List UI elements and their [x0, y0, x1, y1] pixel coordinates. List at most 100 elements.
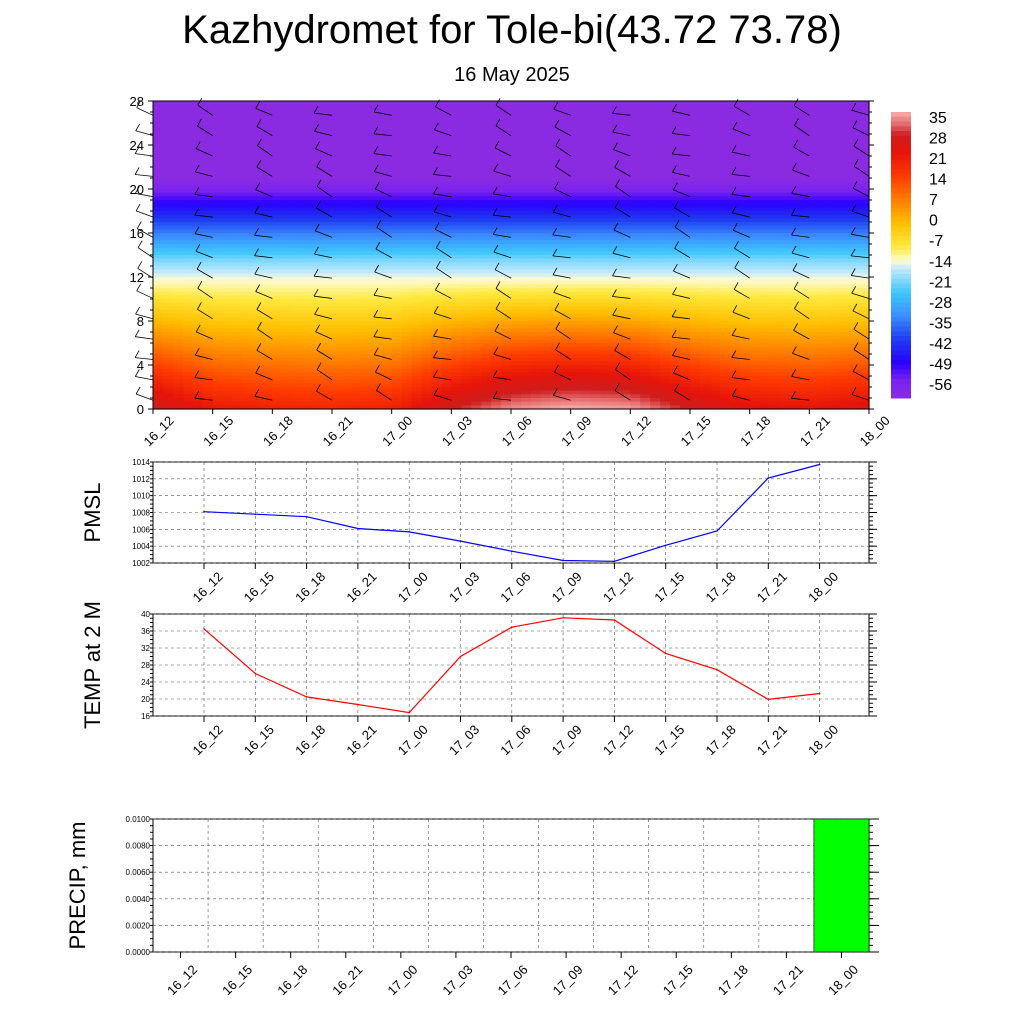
heat-cell — [222, 222, 234, 227]
heat-cell — [212, 317, 224, 322]
heat-cell — [660, 339, 671, 344]
heat-cell — [162, 258, 174, 263]
heat-cell — [471, 192, 482, 197]
heat-cell — [431, 354, 442, 359]
heat-cell — [292, 152, 303, 157]
heat-cell — [650, 387, 661, 392]
heat-cell — [699, 277, 711, 282]
heat-cell — [560, 170, 572, 175]
heat-cell — [212, 313, 224, 318]
heat-cell — [709, 262, 721, 267]
heat-cell — [202, 119, 214, 124]
heat-cell — [351, 126, 363, 131]
heat-cell — [441, 222, 452, 227]
heat-cell — [172, 291, 184, 296]
heat-cell — [580, 306, 592, 311]
heat-cell — [670, 174, 681, 179]
heat-cell — [620, 266, 631, 271]
heat-cell — [371, 181, 383, 186]
heat-cell — [560, 346, 572, 351]
heat-cell — [580, 152, 592, 157]
heat-cell — [371, 178, 383, 183]
heat-cell — [650, 339, 661, 344]
heat-cell — [262, 229, 273, 234]
heat-cell — [690, 361, 701, 366]
heat-cell — [351, 350, 363, 355]
heat-cell — [530, 324, 542, 329]
heat-cell — [680, 390, 691, 395]
heat-cell — [461, 321, 472, 326]
heat-cell — [580, 324, 592, 329]
heat-cell — [560, 405, 572, 410]
heat-cell — [172, 405, 184, 410]
heat-cell — [471, 321, 482, 326]
heat-cell — [252, 178, 263, 183]
heat-cell — [232, 192, 244, 197]
heat-cell — [709, 145, 721, 150]
heat-cell — [411, 368, 423, 373]
heat-cell — [520, 137, 532, 142]
heat-cell — [719, 357, 731, 362]
heat-cell — [421, 159, 433, 164]
heat-cell — [282, 372, 293, 377]
heat-cell — [451, 376, 462, 381]
heat-cell — [441, 101, 452, 106]
heat-cell — [212, 229, 224, 234]
heat-cell — [312, 328, 323, 333]
heat-cell — [302, 163, 313, 168]
heat-cell — [431, 288, 442, 293]
heat-cell — [322, 361, 333, 366]
heat-cell — [232, 229, 244, 234]
heat-cell — [341, 181, 353, 186]
heat-cell — [520, 335, 532, 340]
heat-cell — [381, 269, 393, 274]
heat-cell — [272, 306, 283, 311]
heat-cell — [341, 101, 353, 106]
heat-cell — [471, 170, 482, 175]
heat-cell — [172, 108, 184, 113]
heat-cell — [441, 130, 452, 135]
heat-cell — [600, 361, 612, 366]
heat-cell — [520, 170, 532, 175]
heat-cell — [590, 126, 602, 131]
heat-cell — [501, 141, 512, 146]
heat-cell — [232, 310, 244, 315]
heat-cell — [262, 156, 273, 161]
heat-cell — [401, 229, 413, 234]
heat-cell — [481, 387, 492, 392]
heat-cell — [471, 240, 482, 245]
heat-cell — [252, 313, 263, 318]
heat-cell — [520, 112, 532, 117]
heat-cell — [282, 178, 293, 183]
heat-cell — [520, 167, 532, 172]
heat-cell — [719, 222, 731, 227]
heat-cell — [282, 134, 293, 139]
heat-cell — [292, 405, 303, 410]
heat-cell — [421, 277, 433, 282]
heat-cell — [699, 152, 711, 157]
heat-cell — [739, 196, 751, 201]
heat-cell — [640, 200, 651, 205]
heat-cell — [610, 233, 621, 238]
heat-cell — [242, 134, 254, 139]
heat-cell — [411, 211, 423, 216]
heat-cell — [182, 101, 194, 106]
heat-cell — [540, 387, 552, 392]
heat-cell — [172, 174, 184, 179]
heat-cell — [630, 357, 641, 362]
heat-cell — [699, 119, 711, 124]
heat-cell — [302, 398, 313, 403]
heat-cell — [739, 108, 751, 113]
heat-cell — [212, 236, 224, 241]
heat-cell — [341, 390, 353, 395]
heat-cell — [322, 383, 333, 388]
heat-cell — [411, 134, 423, 139]
heat-cell — [520, 343, 532, 348]
heat-cell — [620, 383, 631, 388]
heat-cell — [719, 225, 731, 230]
heat-cell — [680, 310, 691, 315]
heat-cell — [461, 313, 472, 318]
heat-cell — [292, 196, 303, 201]
heat-cell — [332, 115, 343, 120]
heat-cell — [212, 126, 224, 131]
